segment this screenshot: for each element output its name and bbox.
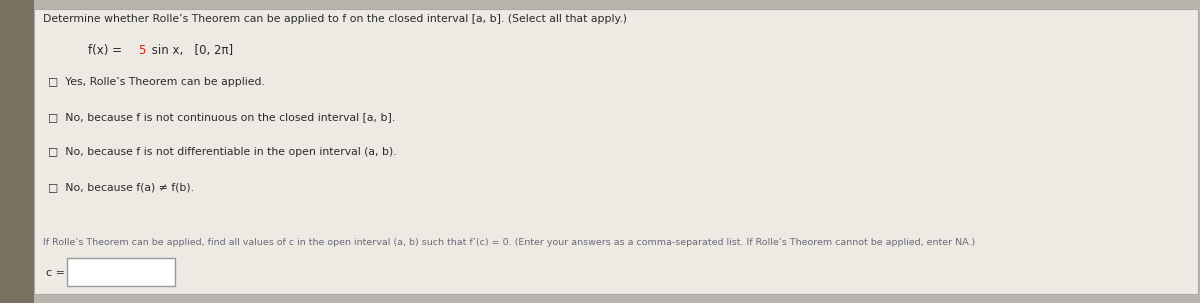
- Text: c =: c =: [46, 268, 65, 278]
- FancyBboxPatch shape: [0, 0, 34, 303]
- Text: 5: 5: [138, 44, 145, 57]
- FancyBboxPatch shape: [67, 258, 175, 286]
- FancyBboxPatch shape: [34, 9, 1198, 294]
- Text: sin x,   [0, 2π]: sin x, [0, 2π]: [148, 44, 233, 57]
- Text: Determine whether Rolle’s Theorem can be applied to f on the closed interval [a,: Determine whether Rolle’s Theorem can be…: [43, 14, 628, 24]
- Text: □  No, because f is not continuous on the closed interval [a, b].: □ No, because f is not continuous on the…: [48, 112, 395, 122]
- Text: □  No, because f is not differentiable in the open interval (a, b).: □ No, because f is not differentiable in…: [48, 147, 397, 157]
- Text: □  Yes, Rolle’s Theorem can be applied.: □ Yes, Rolle’s Theorem can be applied.: [48, 77, 265, 87]
- Text: □  No, because f(a) ≠ f(b).: □ No, because f(a) ≠ f(b).: [48, 182, 194, 192]
- Text: If Rolle’s Theorem can be applied, find all values of c in the open interval (a,: If Rolle’s Theorem can be applied, find …: [43, 238, 976, 247]
- Text: f(x) =: f(x) =: [88, 44, 125, 57]
